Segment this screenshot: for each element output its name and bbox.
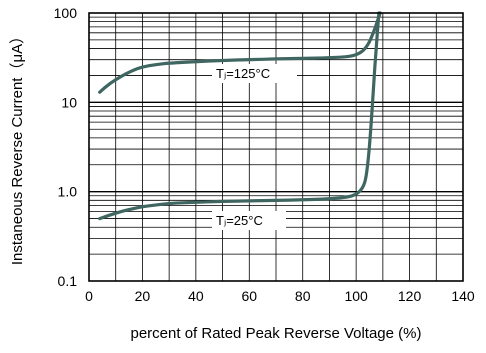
x-tick-label: 140 (451, 288, 475, 304)
y-tick-label: 100 (54, 5, 78, 21)
y-tick-labels: 0.1 1.0 10 100 (54, 5, 78, 289)
x-axis-title: percent of Rated Peak Reverse Voltage (%… (131, 325, 422, 342)
label-125c: Tⱼ=125°C (216, 66, 270, 81)
x-tick-label: 0 (85, 288, 93, 304)
x-tick-label: 80 (295, 288, 311, 304)
grid (89, 13, 463, 281)
series-line-25c (98, 11, 381, 221)
x-tick-label: 20 (135, 288, 151, 304)
plot-frame (88, 12, 464, 282)
label-125c-background (212, 64, 297, 83)
x-tick-labels: 0 20 40 60 80 100 120 140 (85, 288, 475, 304)
label-25c: Tⱼ=25°C (216, 213, 263, 228)
label-25c-background (212, 211, 286, 230)
x-tick-label: 60 (241, 288, 257, 304)
series-line-125c (98, 11, 382, 94)
y-axis-title: Instaneous Reverse Current（μA） (9, 29, 26, 265)
y-tick-label: 10 (61, 94, 77, 110)
series-group (98, 11, 382, 221)
x-tick-label: 120 (398, 288, 422, 304)
x-tick-label: 100 (344, 288, 368, 304)
y-tick-label: 0.1 (58, 273, 78, 289)
x-tick-label: 40 (188, 288, 204, 304)
y-tick-label: 1.0 (58, 184, 78, 200)
